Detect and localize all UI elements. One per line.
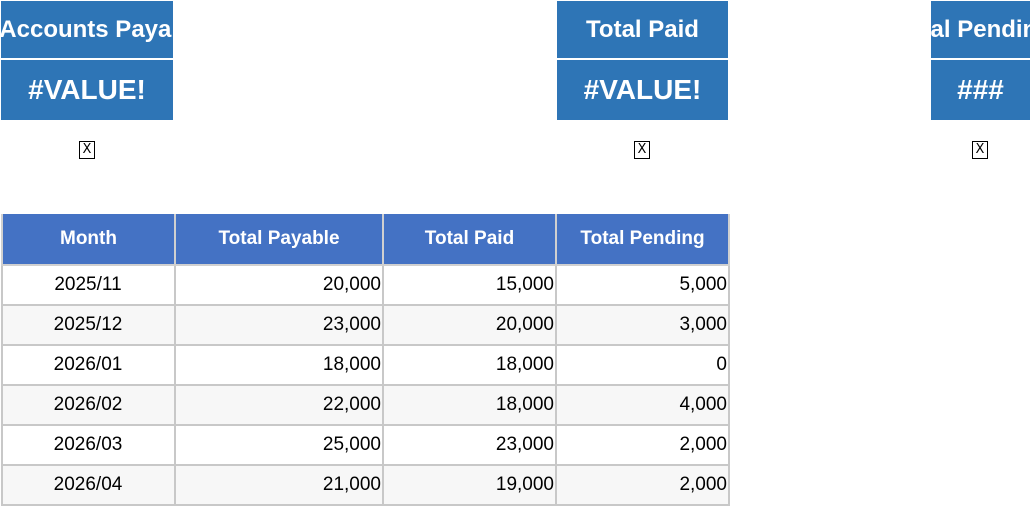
cell-month[interactable]: 2025/12 <box>1 304 176 346</box>
cell-total-pending[interactable]: 2,000 <box>555 464 730 506</box>
header-total-payable[interactable]: Total Payable <box>174 214 384 266</box>
header-total-paid[interactable]: Total Paid <box>382 214 557 266</box>
kpi-card-total-accounts-payable: Total Accounts Payable #VALUE! <box>1 1 173 120</box>
cell-total-pending[interactable]: 3,000 <box>555 304 730 346</box>
table-header-row: Month Total Payable Total Paid Total Pen… <box>1 214 730 266</box>
table-row: 2025/12 23,000 20,000 3,000 <box>1 304 730 346</box>
kpi-value: ### <box>931 60 1030 120</box>
monthly-payables-table: Month Total Payable Total Paid Total Pen… <box>1 214 730 506</box>
kpi-title: Total Paid <box>557 1 728 58</box>
header-month[interactable]: Month <box>1 214 176 266</box>
cell-total-pending[interactable]: 0 <box>555 344 730 386</box>
cell-total-pending[interactable]: 4,000 <box>555 384 730 426</box>
table-row: 2025/11 20,000 15,000 5,000 <box>1 264 730 306</box>
cell-total-paid[interactable]: 20,000 <box>382 304 557 346</box>
cell-total-paid[interactable]: 19,000 <box>382 464 557 506</box>
cell-month[interactable]: 2026/03 <box>1 424 176 466</box>
cell-total-payable[interactable]: 18,000 <box>174 344 384 386</box>
cell-total-paid[interactable]: 23,000 <box>382 424 557 466</box>
cell-total-payable[interactable]: 20,000 <box>174 264 384 306</box>
broken-image-icon: X <box>972 141 988 159</box>
cell-total-paid[interactable]: 18,000 <box>382 344 557 386</box>
table-row: 2026/02 22,000 18,000 4,000 <box>1 384 730 426</box>
cell-total-payable[interactable]: 21,000 <box>174 464 384 506</box>
kpi-value: #VALUE! <box>1 60 173 120</box>
kpi-value: #VALUE! <box>557 60 728 120</box>
cell-total-pending[interactable]: 2,000 <box>555 424 730 466</box>
cell-total-payable[interactable]: 23,000 <box>174 304 384 346</box>
kpi-title: Total Accounts Payable <box>1 1 173 58</box>
table-row: 2026/03 25,000 23,000 2,000 <box>1 424 730 466</box>
cell-month[interactable]: 2026/04 <box>1 464 176 506</box>
broken-image-icon: X <box>79 141 95 159</box>
cell-total-paid[interactable]: 18,000 <box>382 384 557 426</box>
cell-total-payable[interactable]: 25,000 <box>174 424 384 466</box>
cell-total-paid[interactable]: 15,000 <box>382 264 557 306</box>
cell-month[interactable]: 2025/11 <box>1 264 176 306</box>
header-total-pending[interactable]: Total Pending <box>555 214 730 266</box>
cell-month[interactable]: 2026/02 <box>1 384 176 426</box>
broken-image-icon: X <box>634 141 650 159</box>
table-row: 2026/01 18,000 18,000 0 <box>1 344 730 386</box>
cell-month[interactable]: 2026/01 <box>1 344 176 386</box>
cell-total-payable[interactable]: 22,000 <box>174 384 384 426</box>
cell-total-pending[interactable]: 5,000 <box>555 264 730 306</box>
kpi-title: Total Pending <box>931 1 1030 58</box>
kpi-card-total-pending: Total Pending ### <box>931 1 1030 120</box>
kpi-card-total-paid: Total Paid #VALUE! <box>557 1 728 120</box>
table-row: 2026/04 21,000 19,000 2,000 <box>1 464 730 506</box>
